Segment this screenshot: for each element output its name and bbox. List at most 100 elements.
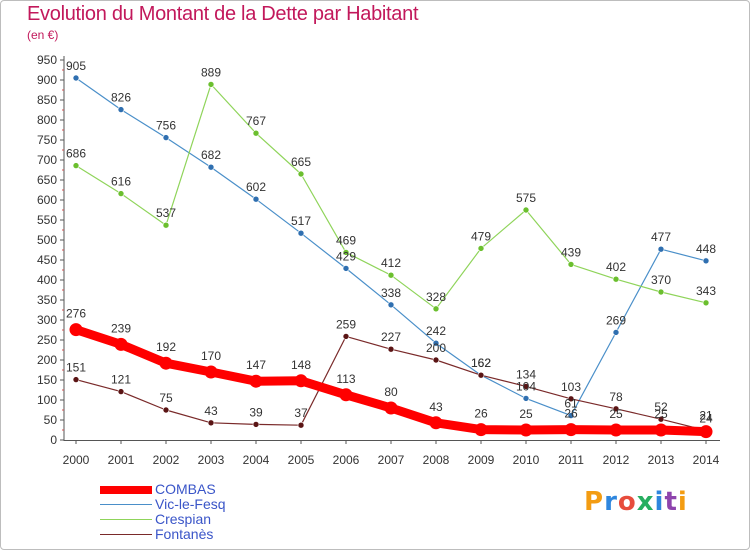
y-tick-label: 150 <box>37 373 57 387</box>
x-tick-label: 2007 <box>378 453 405 467</box>
data-label: 517 <box>291 214 311 228</box>
data-point <box>252 129 260 137</box>
data-label: 24 <box>699 411 713 425</box>
data-label: 448 <box>696 242 716 256</box>
y-tick-label: 750 <box>37 133 57 147</box>
data-point <box>702 257 710 265</box>
data-label: 21 <box>699 409 713 423</box>
data-label: 26 <box>564 407 578 421</box>
data-point <box>609 423 623 437</box>
data-point <box>342 249 350 256</box>
legend-label-combas: COMBAS <box>155 481 216 497</box>
data-label: 37 <box>294 406 308 420</box>
data-point <box>657 288 665 296</box>
x-tick-label: 2014 <box>693 453 720 467</box>
data-point <box>72 162 80 169</box>
y-tick-label: 550 <box>37 213 57 227</box>
chart-title: Evolution du Montant de la Dette par Hab… <box>27 3 419 25</box>
x-tick-label: 2001 <box>108 453 135 467</box>
data-label: 429 <box>336 249 356 263</box>
y-tick-label: 0 <box>50 433 57 447</box>
data-label: 162 <box>471 356 491 370</box>
data-point <box>477 371 485 379</box>
data-label: 826 <box>111 91 131 105</box>
data-label: 479 <box>471 229 491 243</box>
data-point <box>522 206 530 214</box>
proxiti-logo: Proxiti <box>584 487 688 517</box>
y-tick-label: 400 <box>37 273 57 287</box>
legend-label-crespian: Crespian <box>155 511 212 527</box>
data-point <box>162 221 170 229</box>
x-tick-label: 2002 <box>153 453 180 467</box>
chart-subtitle: (en €) <box>27 28 59 42</box>
data-label: 276 <box>66 307 86 321</box>
data-label: 767 <box>246 114 266 128</box>
y-tick-label: 950 <box>37 53 57 67</box>
data-label: 200 <box>426 341 446 355</box>
data-label: 412 <box>381 256 401 270</box>
data-point <box>429 416 443 430</box>
legend-item-fontanes: Fontanès <box>100 527 300 542</box>
data-label: 39 <box>249 405 263 419</box>
x-tick-label: 2012 <box>603 453 630 467</box>
data-label: 25 <box>609 407 623 421</box>
data-label: 113 <box>336 372 355 386</box>
y-tick-label: 250 <box>37 333 57 347</box>
data-point <box>519 423 533 437</box>
data-label: 370 <box>651 273 671 287</box>
data-label: 259 <box>336 317 356 331</box>
y-tick-label: 300 <box>37 313 57 327</box>
y-tick-label: 850 <box>37 93 57 107</box>
data-label: 104 <box>516 379 536 393</box>
data-point <box>384 401 398 415</box>
x-tick-label: 2003 <box>198 453 225 467</box>
data-label: 402 <box>606 260 626 274</box>
data-point <box>432 305 440 313</box>
data-label: 756 <box>156 119 176 133</box>
data-point <box>72 376 80 383</box>
data-label: 905 <box>66 59 86 73</box>
legend-label-fontanes: Fontanès <box>155 526 214 542</box>
data-label: 80 <box>384 385 398 399</box>
data-label: 227 <box>381 330 401 344</box>
y-tick-label: 700 <box>37 153 57 167</box>
x-tick-label: 2008 <box>423 453 450 467</box>
data-point <box>207 163 215 171</box>
data-point <box>204 365 218 379</box>
y-tick-label: 50 <box>44 413 58 427</box>
data-label: 889 <box>201 65 221 79</box>
logo-letter: i <box>654 487 665 517</box>
data-point <box>432 339 440 347</box>
data-point <box>72 74 80 82</box>
data-label: 52 <box>654 400 668 414</box>
data-label: 686 <box>66 147 86 161</box>
legend-label-vic-le-fesq: Vic-le-Fesq <box>155 496 226 512</box>
data-point <box>432 356 440 364</box>
logo-letter: r <box>604 487 618 517</box>
data-point <box>117 106 125 113</box>
data-point <box>474 423 488 437</box>
data-point <box>294 374 308 388</box>
data-label: 343 <box>696 284 716 298</box>
data-point <box>522 395 530 402</box>
data-point <box>114 337 128 351</box>
data-point <box>612 329 620 336</box>
data-label: 134 <box>516 367 536 381</box>
logo-letter: x <box>636 487 655 517</box>
data-point <box>207 81 215 88</box>
data-label: 43 <box>429 400 443 414</box>
data-label: 162 <box>471 356 491 370</box>
data-point <box>567 412 575 419</box>
data-label: 25 <box>519 407 533 421</box>
y-tick-label: 450 <box>37 253 57 267</box>
data-point <box>699 425 713 439</box>
legend-swatch-crespian <box>100 519 152 520</box>
y-tick-label: 900 <box>37 73 57 87</box>
data-point <box>612 275 620 283</box>
legend-swatch-fontanes <box>100 534 152 535</box>
data-label: 151 <box>66 361 86 375</box>
y-tick-label: 800 <box>37 113 57 127</box>
data-point <box>564 423 578 437</box>
